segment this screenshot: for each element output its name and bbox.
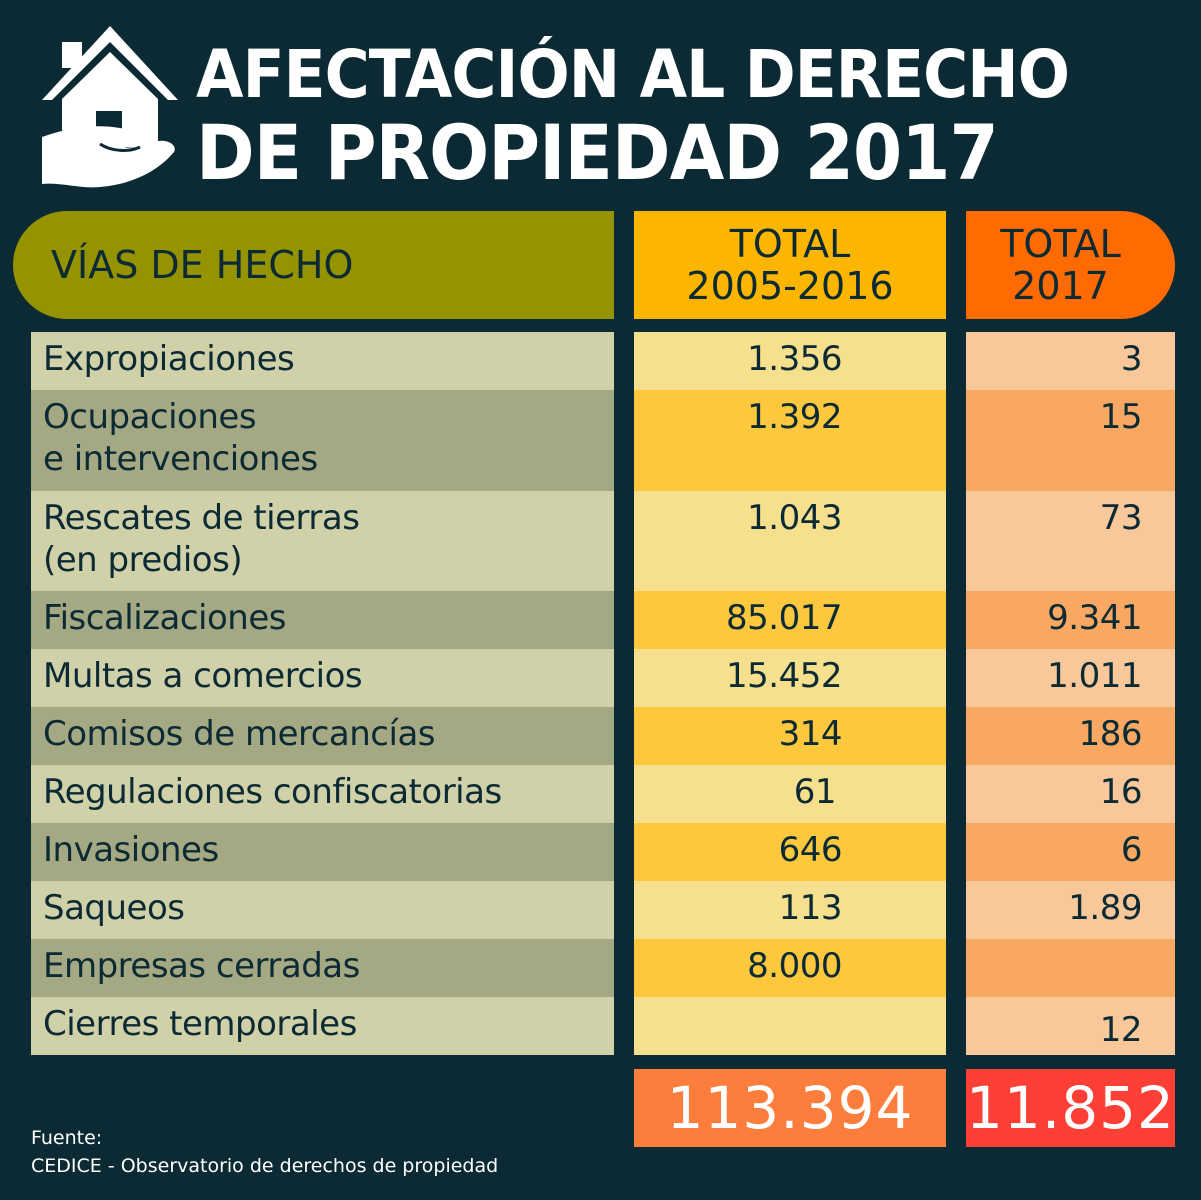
- grand-total-2005-2016: 113.394: [634, 1069, 946, 1147]
- header-col1-line1: TOTAL: [729, 222, 851, 266]
- source-label: Fuente:: [31, 1127, 103, 1149]
- row-label: Ocupaciones e intervenciones: [31, 390, 614, 491]
- header-category: VÍAS DE HECHO: [13, 211, 614, 319]
- header-total-2005-2016: TOTAL 2005-2016: [634, 211, 946, 319]
- row-label: Saqueos: [31, 881, 614, 939]
- value-cell: 1.392: [634, 390, 946, 491]
- title-line-2: DE PROPIEDAD 2017: [196, 108, 999, 197]
- row-label: Regulaciones confiscatorias: [31, 765, 614, 823]
- title-line-1: AFECTACIÓN AL DERECHO: [196, 36, 1070, 113]
- value-cell: 1.043: [634, 491, 946, 591]
- source-text: CEDICE - Observatorio de derechos de pro…: [31, 1155, 499, 1177]
- value-cell: 8.000: [634, 939, 946, 997]
- row-label: Invasiones: [31, 823, 614, 881]
- value-cell: 113: [634, 881, 946, 939]
- value-cell: [634, 997, 946, 1055]
- value-cell: 61: [634, 765, 946, 823]
- value-cell: 186: [966, 707, 1175, 765]
- value-cell: 1.356: [634, 332, 946, 390]
- value-cell: 1.89: [966, 881, 1175, 939]
- value-cell: 6: [966, 823, 1175, 881]
- value-cell: 314: [634, 707, 946, 765]
- row-label: Empresas cerradas: [31, 939, 614, 997]
- row-label: Comisos de mercancías: [31, 707, 614, 765]
- row-label: Multas a comercios: [31, 649, 614, 707]
- value-cell: 15.452: [634, 649, 946, 707]
- value-cell: 1.011: [966, 649, 1175, 707]
- value-cell: 85.017: [634, 591, 946, 649]
- value-cell: 646: [634, 823, 946, 881]
- row-label: Cierres temporales: [31, 997, 614, 1055]
- header-col2-line1: TOTAL: [1000, 222, 1121, 266]
- header-category-label: VÍAS DE HECHO: [51, 243, 354, 287]
- row-label: Rescates de tierras (en predios): [31, 491, 614, 591]
- value-cell: 9.341: [966, 591, 1175, 649]
- house-in-hand-icon: [42, 26, 178, 188]
- total-2017-column: 3 15 73 9.341 1.011 186 16 6 1.89 12: [966, 332, 1175, 1055]
- value-cell: 15: [966, 390, 1175, 491]
- value-cell: 3: [966, 332, 1175, 390]
- header-col2-line2: 2017: [1012, 264, 1109, 308]
- value-cell: 12: [966, 997, 1175, 1055]
- row-label: Fiscalizaciones: [31, 591, 614, 649]
- category-column: Expropiaciones Ocupaciones e intervencion…: [31, 332, 614, 1055]
- header-total-2017: TOTAL 2017: [966, 211, 1175, 319]
- value-cell: [966, 939, 1175, 997]
- value-cell: 73: [966, 491, 1175, 591]
- grand-total-2017: 11.852: [966, 1069, 1175, 1147]
- header-col1-line2: 2005-2016: [686, 264, 894, 308]
- value-cell: 16: [966, 765, 1175, 823]
- total-2005-2016-column: 1.356 1.392 1.043 85.017 15.452 314 61 6…: [634, 332, 946, 1055]
- row-label: Expropiaciones: [31, 332, 614, 390]
